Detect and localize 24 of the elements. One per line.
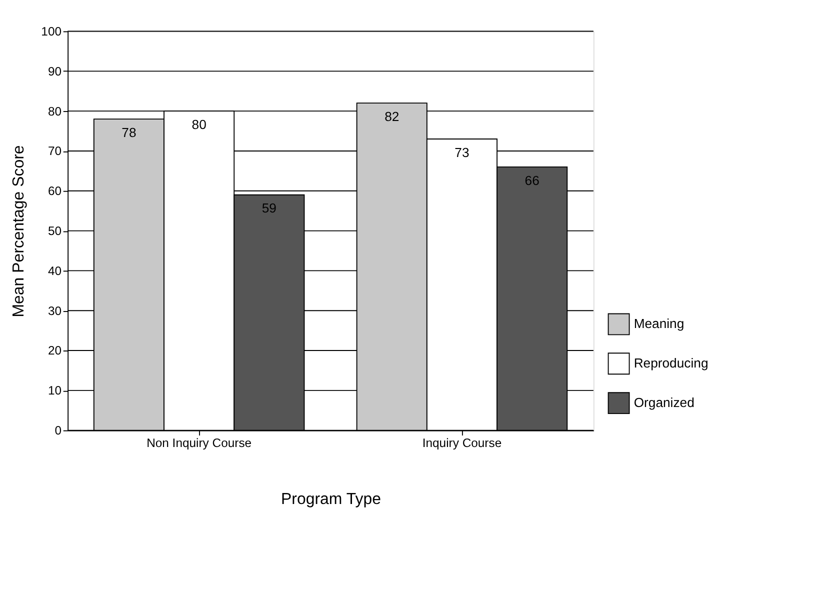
legend-label: Reproducing [634, 355, 708, 370]
data-label: 73 [454, 144, 470, 160]
y-tick-label: 10 [48, 384, 62, 398]
y-axis-title: Mean Percentage Score [10, 145, 28, 318]
y-tick-label: 50 [48, 224, 62, 238]
y-tick-label: 70 [48, 144, 62, 158]
x-tick-label: Inquiry Course [422, 436, 502, 450]
data-label: 80 [192, 116, 206, 132]
y-tick-label: 30 [48, 304, 62, 318]
legend-label: Meaning [634, 316, 684, 331]
data-label: 59 [262, 200, 276, 216]
y-tick-label: 100 [41, 24, 62, 38]
y-tick-label: 20 [48, 344, 62, 358]
data-label: 78 [122, 124, 136, 140]
y-tick-label: 90 [48, 64, 62, 78]
x-tick-label: Non Inquiry Course [146, 436, 252, 450]
data-label: 82 [384, 108, 400, 124]
legend-label: Organized [634, 394, 694, 410]
data-label: 66 [524, 172, 540, 188]
y-tick-label: 60 [48, 184, 62, 198]
x-axis-title: Program Type [281, 491, 382, 508]
y-tick-label: 80 [48, 104, 62, 118]
y-tick-label: 0 [54, 424, 62, 438]
y-tick-label: 40 [48, 264, 62, 278]
